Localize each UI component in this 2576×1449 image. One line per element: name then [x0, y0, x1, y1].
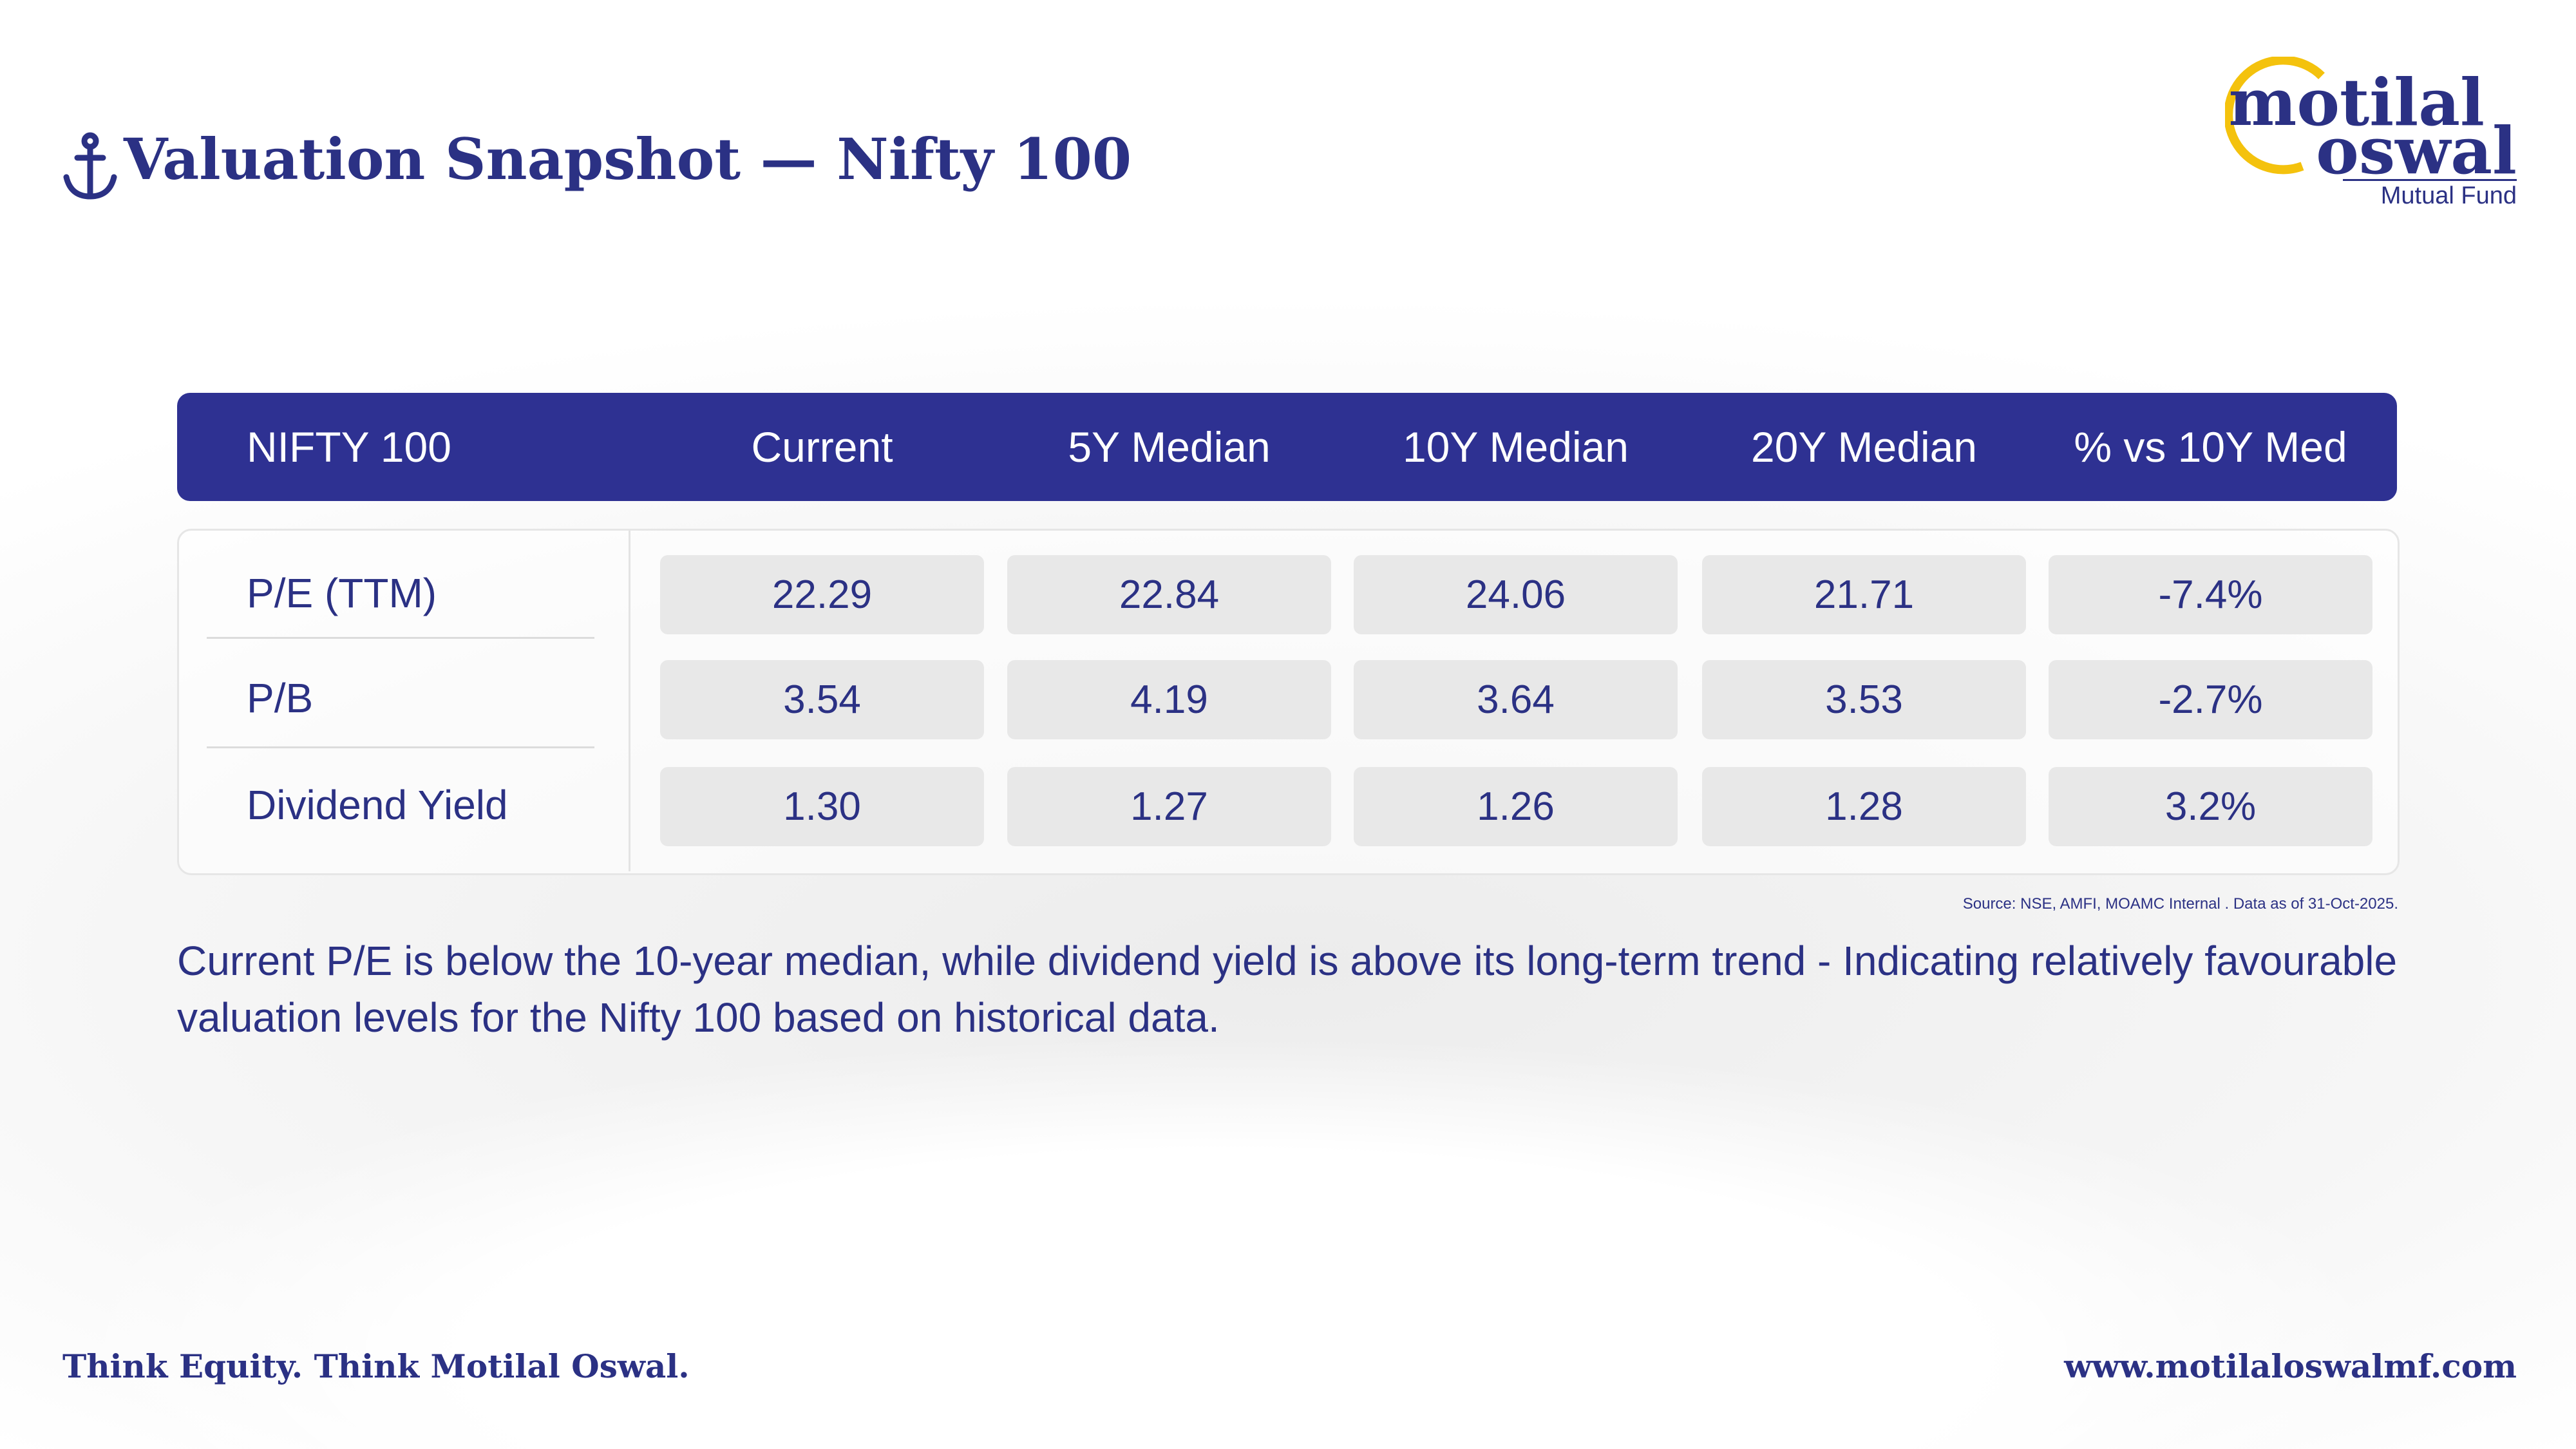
value-cell: 1.27 — [1007, 767, 1331, 846]
value-cell: 21.71 — [1702, 555, 2026, 634]
logo-subtitle: Mutual Fund — [2380, 182, 2517, 209]
row-separator — [207, 746, 594, 748]
column-header: % vs 10Y Med — [2074, 423, 2347, 471]
value-cell: 3.2% — [2049, 767, 2372, 846]
column-divider — [629, 531, 630, 871]
row-label: P/B — [247, 675, 314, 721]
logo-text: oswal — [2316, 113, 2517, 189]
value-cell: 1.28 — [1702, 767, 2026, 846]
website: www.motilaloswalmf.com — [2064, 1347, 2517, 1385]
value-cell: 22.84 — [1007, 555, 1331, 634]
table-header — [177, 393, 2397, 501]
tagline: Think Equity. Think Motilal Oswal. — [62, 1347, 690, 1385]
value-cell: 1.30 — [660, 767, 984, 846]
column-header: Current — [751, 423, 893, 471]
value-cell: 22.29 — [660, 555, 984, 634]
logo-ring — [2225, 57, 2325, 175]
value-cell: -7.4% — [2049, 555, 2372, 634]
value-cell: -2.7% — [2049, 660, 2372, 739]
row-label: Dividend Yield — [247, 782, 508, 828]
column-header: 20Y Median — [1750, 423, 1978, 471]
value-cell: 4.19 — [1007, 660, 1331, 739]
row-label: P/E (TTM) — [247, 570, 437, 616]
value-cell: 1.26 — [1354, 767, 1678, 846]
value-cell: 3.53 — [1702, 660, 2026, 739]
value-cell: 3.64 — [1354, 660, 1678, 739]
column-header: 10Y Median — [1402, 423, 1629, 471]
column-header: NIFTY 100 — [247, 423, 451, 471]
value-cell: 3.54 — [660, 660, 984, 739]
logo-rule — [2343, 179, 2517, 181]
logo-text: motilal — [2228, 64, 2485, 140]
column-header: 5Y Median — [1068, 423, 1271, 471]
row-separator — [207, 637, 594, 639]
anchor-icon — [63, 132, 117, 200]
source-note: Source: NSE, AMFI, MOAMC Internal . Data… — [1962, 895, 2398, 913]
title: Valuation Snapshot — Nifty 100 — [124, 126, 1132, 193]
summary: Current P/E is below the 10-year median,… — [177, 938, 2398, 1041]
value-cell: 24.06 — [1354, 555, 1678, 634]
